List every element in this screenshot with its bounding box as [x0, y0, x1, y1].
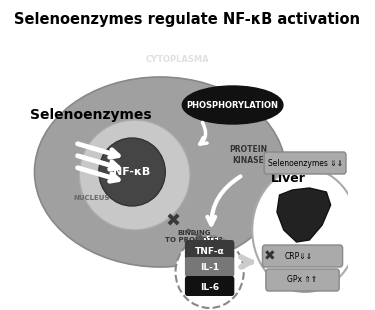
FancyBboxPatch shape [185, 240, 234, 260]
FancyBboxPatch shape [266, 269, 339, 291]
Ellipse shape [99, 138, 165, 206]
FancyBboxPatch shape [264, 152, 346, 174]
Ellipse shape [176, 236, 244, 308]
FancyBboxPatch shape [262, 245, 343, 267]
Text: IL-1: IL-1 [200, 264, 219, 272]
Circle shape [252, 168, 358, 292]
Ellipse shape [79, 120, 190, 230]
FancyBboxPatch shape [185, 276, 234, 296]
Text: GPx ⇑⇑: GPx ⇑⇑ [288, 276, 318, 285]
Text: ✖: ✖ [264, 249, 275, 263]
FancyBboxPatch shape [185, 257, 234, 277]
Text: TNF-α: TNF-α [195, 246, 225, 255]
Text: BINDING
TO PROMOTER: BINDING TO PROMOTER [165, 230, 223, 243]
Text: CRP⇓⇓: CRP⇓⇓ [285, 251, 313, 260]
Text: Selenoenzymes: Selenoenzymes [30, 108, 152, 122]
Polygon shape [277, 188, 331, 242]
Text: ✖: ✖ [165, 213, 180, 231]
Text: NUCLEUS: NUCLEUS [74, 195, 110, 201]
Ellipse shape [34, 77, 286, 267]
Text: IL-6: IL-6 [200, 282, 219, 291]
Ellipse shape [182, 86, 283, 124]
Text: CYTOPLASMA: CYTOPLASMA [146, 55, 209, 64]
Text: Selenoenzymes regulate NF-κB activation: Selenoenzymes regulate NF-κB activation [15, 12, 360, 27]
Text: Selenoenzymes ⇓⇓: Selenoenzymes ⇓⇓ [268, 158, 343, 167]
Text: PROTEIN
KINASE: PROTEIN KINASE [229, 145, 267, 165]
Text: Liver: Liver [271, 171, 306, 184]
Text: NF-κB: NF-κB [113, 167, 151, 177]
Text: PHOSPHORYLATION: PHOSPHORYLATION [187, 100, 279, 109]
